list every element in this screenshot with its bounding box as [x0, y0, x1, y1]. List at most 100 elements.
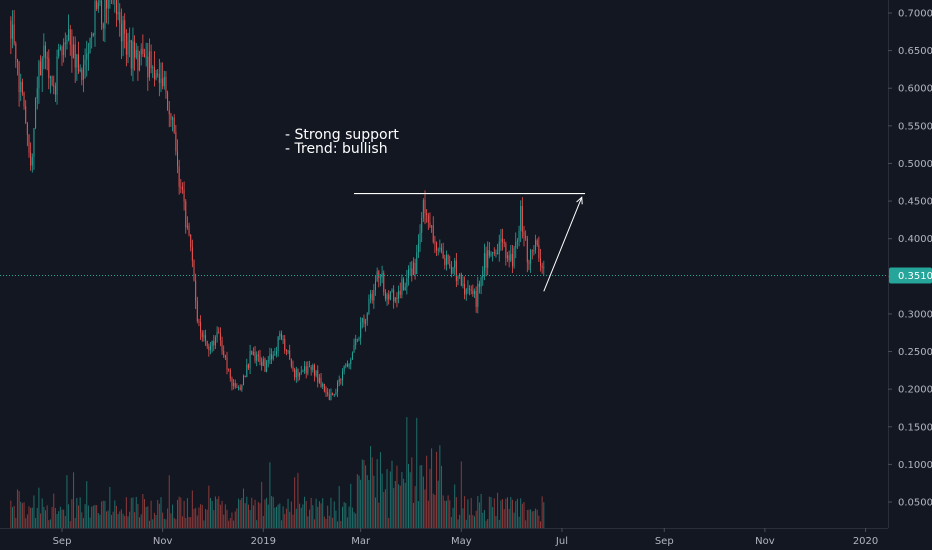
- candle: [452, 266, 454, 275]
- time-axis-panel[interactable]: [0, 528, 932, 550]
- candle: [200, 315, 202, 340]
- candle: [117, 0, 119, 21]
- volume-bar: [312, 505, 314, 528]
- candle: [333, 393, 335, 398]
- volume-bar: [23, 502, 25, 528]
- volume-bar: [219, 504, 221, 528]
- volume-bar: [104, 500, 106, 528]
- candle: [175, 124, 177, 156]
- candle: [477, 276, 479, 314]
- drawing-overlays: [0, 192, 888, 292]
- volume-bar: [256, 520, 258, 528]
- y-tick-label: 0.3000: [898, 309, 932, 320]
- volume-bar: [181, 516, 183, 528]
- volume-bar: [279, 503, 281, 528]
- candle: [178, 159, 180, 195]
- volume-bar: [480, 493, 482, 528]
- volume-bar: [46, 505, 48, 528]
- volume-bar: [310, 497, 312, 528]
- volume-bar: [144, 499, 145, 528]
- candle: [262, 356, 264, 367]
- volume-bar: [86, 481, 88, 528]
- projection-arrow-shaft[interactable]: [543, 197, 583, 292]
- candle: [243, 374, 244, 386]
- candle: [403, 277, 405, 291]
- candle: [441, 243, 442, 254]
- candle: [394, 297, 396, 304]
- volume-bar: [353, 512, 355, 528]
- candle: [251, 350, 253, 356]
- volume-bar: [84, 504, 86, 528]
- candle: [289, 344, 291, 360]
- volume-bar: [454, 484, 456, 528]
- candle: [49, 75, 51, 94]
- candle: [287, 350, 289, 355]
- candle: [97, 0, 99, 13]
- candle: [449, 255, 451, 269]
- volume-bar: [243, 488, 244, 528]
- candle: [414, 258, 416, 280]
- candle: [101, 0, 103, 30]
- volume-bar: [444, 500, 446, 528]
- y-tick-label: 0.4000: [898, 234, 932, 245]
- candle: [15, 41, 17, 68]
- volume-bar: [111, 514, 112, 528]
- candle: [404, 282, 406, 291]
- volume-bar: [191, 490, 193, 528]
- volume-bar: [399, 485, 401, 528]
- candle: [226, 351, 228, 375]
- volume-bar: [262, 515, 264, 528]
- volume-bar: [434, 494, 436, 528]
- candle: [398, 285, 400, 304]
- volume-bar: [45, 510, 46, 528]
- candle: [25, 100, 27, 124]
- candle: [198, 318, 200, 327]
- volume-bar: [355, 513, 357, 528]
- volume-bar: [266, 497, 268, 528]
- candle: [254, 346, 256, 364]
- volume-bar: [375, 497, 376, 528]
- candle: [218, 327, 220, 334]
- volume-bar: [127, 516, 129, 528]
- candle: [361, 317, 363, 329]
- volume-bar: [462, 508, 464, 528]
- candle: [30, 142, 32, 171]
- candle: [515, 232, 517, 259]
- volume-bar: [356, 474, 358, 528]
- candle: [375, 274, 376, 296]
- volume-bar: [41, 498, 43, 528]
- candle: [205, 329, 207, 346]
- volume-bar: [457, 519, 459, 528]
- volume-bar: [388, 518, 390, 528]
- volume-bar: [66, 475, 68, 528]
- candle: [516, 238, 518, 250]
- volume-bar: [289, 511, 291, 528]
- volume-bar: [368, 479, 370, 528]
- volume-bar: [464, 496, 466, 528]
- candle: [172, 116, 174, 132]
- volume-bar: [346, 517, 348, 528]
- candle: [238, 385, 240, 391]
- volume-bar: [35, 518, 37, 528]
- volume-bar: [447, 495, 449, 528]
- volume-bar: [292, 514, 294, 528]
- volume-bar: [272, 496, 274, 528]
- volume-bar: [431, 448, 433, 528]
- candle: [59, 44, 61, 51]
- volume-bar: [500, 500, 502, 528]
- candle: [167, 90, 169, 111]
- volume-bar: [398, 484, 400, 528]
- candle: [147, 42, 149, 91]
- candle: [358, 336, 360, 342]
- volume-bar: [135, 496, 137, 528]
- volume-bar: [185, 518, 187, 528]
- annotation-trend-bullish: - Trend: bullish: [285, 141, 388, 157]
- x-tick-label: Jul: [555, 536, 568, 547]
- candle: [518, 225, 520, 247]
- candle: [61, 45, 63, 66]
- volume-bar: [322, 498, 324, 528]
- candle: [173, 114, 175, 134]
